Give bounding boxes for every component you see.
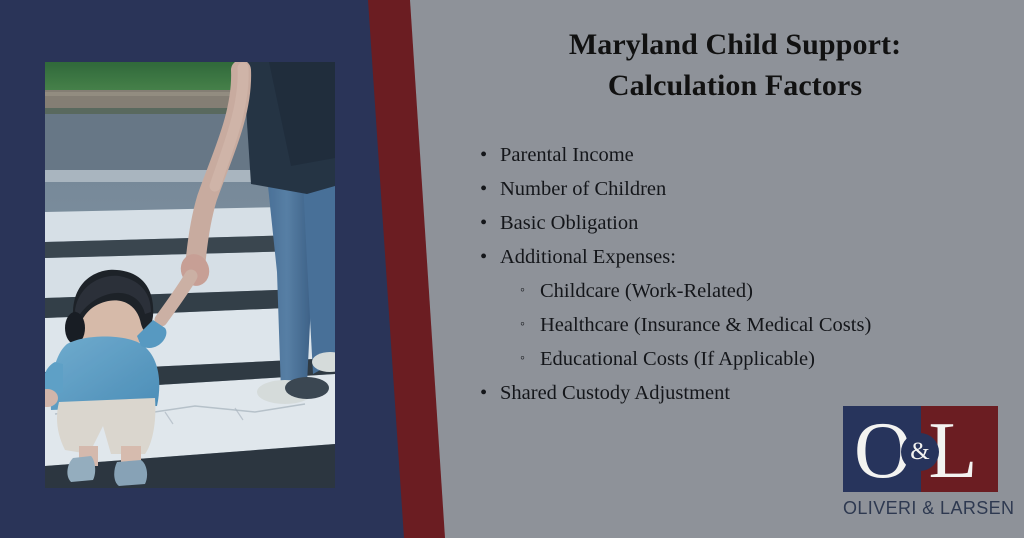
logo-left-block: O: [843, 406, 921, 492]
list-item: • Shared Custody Adjustment: [472, 376, 1024, 410]
logo-mark-icon: O L &: [843, 406, 998, 492]
list-item-label: Basic Obligation: [500, 212, 639, 234]
logo-wordmark: OLIVERI & LARSEN: [843, 498, 1015, 518]
list-item-label: Educational Costs (If Applicable): [540, 348, 815, 370]
list-item-label: Additional Expenses:: [500, 246, 676, 268]
page-title: Maryland Child Support: Calculation Fact…: [460, 24, 1010, 106]
hollow-bullet-marker-icon: ◦: [520, 283, 525, 298]
bullet-marker-icon: •: [480, 382, 488, 404]
bullet-marker-icon: •: [480, 144, 488, 166]
firm-logo: O L & OLIVERI & LARSEN: [843, 406, 1015, 524]
crosswalk-photo: [45, 62, 335, 488]
list-item-label: Childcare (Work-Related): [540, 280, 753, 302]
list-item: • Basic Obligation: [472, 206, 1024, 240]
page-title-line-2: Calculation Factors: [607, 69, 863, 102]
page-title-line-1: Maryland Child Support:: [568, 28, 902, 61]
list-item-label: Parental Income: [500, 144, 634, 166]
list-item: • Number of Children: [472, 172, 1024, 206]
bullet-marker-icon: •: [480, 212, 488, 234]
list-item-label: Number of Children: [500, 178, 667, 200]
list-item: • Parental Income: [472, 138, 1024, 172]
list-item-label: Healthcare (Insurance & Medical Costs): [540, 314, 872, 336]
logo-ampersand-badge: &: [901, 433, 939, 471]
content-column: Maryland Child Support: Calculation Fact…: [440, 0, 1024, 538]
list-item: ◦ Healthcare (Insurance & Medical Costs): [472, 308, 1024, 342]
bullet-marker-icon: •: [480, 246, 488, 268]
factors-list: • Parental Income • Number of Children •…: [472, 138, 1024, 410]
list-item: ◦ Childcare (Work-Related): [472, 274, 1024, 308]
bullet-marker-icon: •: [480, 178, 488, 200]
list-item: • Additional Expenses:: [472, 240, 1024, 274]
hollow-bullet-marker-icon: ◦: [520, 317, 525, 332]
list-item-label: Shared Custody Adjustment: [500, 382, 731, 404]
list-item: ◦ Educational Costs (If Applicable): [472, 342, 1024, 376]
hollow-bullet-marker-icon: ◦: [520, 351, 525, 366]
